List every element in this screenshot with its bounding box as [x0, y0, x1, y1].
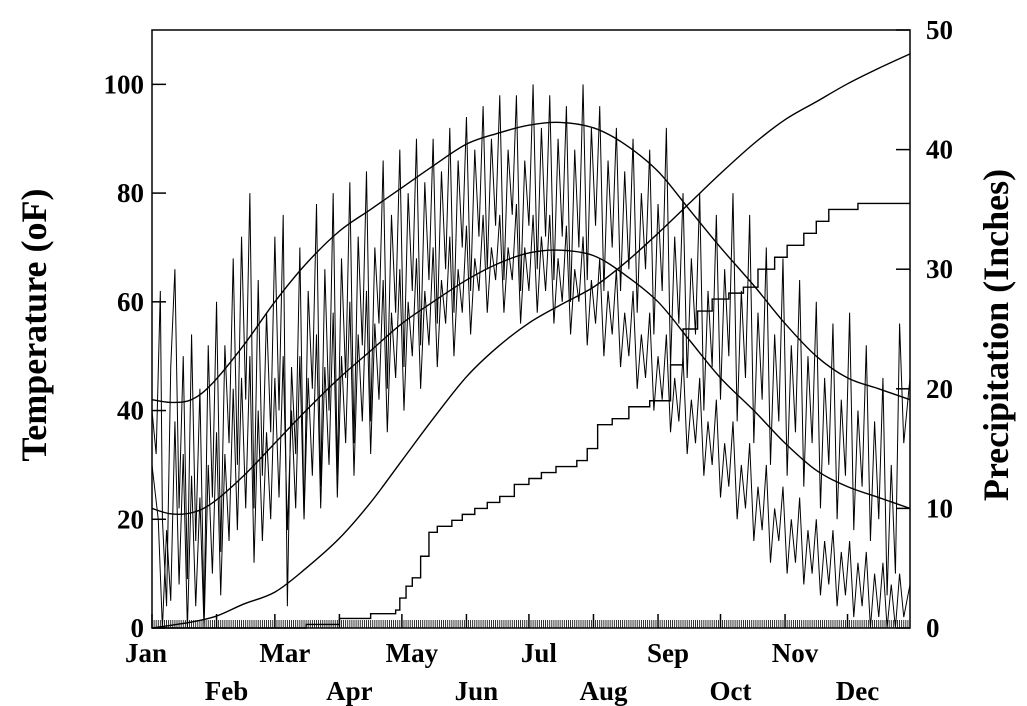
right-y-tick-label: 20: [926, 374, 953, 404]
right-y-tick-label: 0: [926, 613, 940, 643]
month-label: Feb: [205, 676, 249, 706]
month-label: Jul: [521, 638, 558, 668]
left-axis-title: Temperature (oF): [14, 189, 54, 462]
month-label: Apr: [326, 676, 373, 706]
right-y-tick-label: 30: [926, 254, 953, 284]
daily-tick-marks: [151, 620, 911, 628]
series-layer: [151, 53, 911, 629]
month-label: Oct: [710, 676, 752, 706]
left-y-tick-label: 60: [117, 287, 144, 317]
left-y-tick-label: 40: [117, 396, 144, 426]
month-label: Jun: [455, 676, 499, 706]
series-line-3: [151, 84, 911, 618]
right-y-tick-label: 10: [926, 493, 953, 523]
month-label: Dec: [836, 676, 879, 706]
label-layer: 0 20 40 60 80 100 0 10 20 30 40 50 Jan Feb Mar Apr May Ju…: [104, 15, 954, 706]
series-line-6: [152, 202, 910, 629]
tick-layer: [151, 29, 911, 629]
left-y-tick-label: 100: [104, 69, 145, 99]
month-label: Jan: [125, 638, 167, 668]
month-label: May: [386, 638, 439, 668]
left-y-tick-label: 80: [117, 178, 144, 208]
month-label: Aug: [579, 676, 628, 706]
series-line-5: [151, 53, 911, 629]
right-y-tick-label: 50: [926, 15, 953, 45]
series-line-1: [151, 121, 911, 404]
right-axis-title: Precipitation (Inches): [976, 169, 1016, 501]
series-line-2: [151, 249, 911, 515]
right-y-tick-label: 40: [926, 135, 953, 165]
left-y-tick-label: 0: [131, 613, 145, 643]
series-line-4: [151, 203, 911, 629]
month-label: Mar: [259, 638, 310, 668]
left-y-tick-label: 20: [117, 504, 144, 534]
month-label: Nov: [772, 638, 819, 668]
month-label: Sep: [647, 638, 689, 668]
